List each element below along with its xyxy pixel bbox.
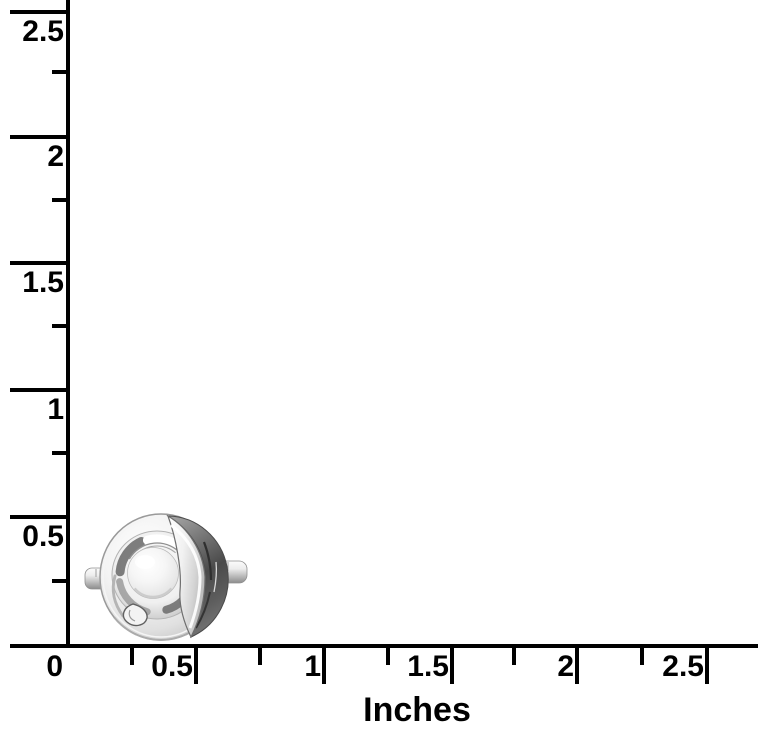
y-tick-label: 2.5 — [22, 15, 64, 48]
recess-reflection — [166, 515, 229, 639]
y-tick-label: 1 — [47, 393, 64, 426]
y-tick-major — [10, 135, 70, 139]
x-tick-major — [575, 644, 579, 684]
highlight-teardrop — [122, 603, 148, 627]
y-tick-major — [10, 261, 70, 265]
y-tick-minor — [52, 198, 70, 202]
axis-unit-label: Inches — [363, 691, 471, 729]
y-tick-label: 2 — [47, 140, 64, 173]
crescent — [166, 514, 206, 639]
x-tick-minor — [386, 644, 390, 665]
y-tick-minor — [52, 70, 70, 74]
x-tick-label: 2.5 — [662, 650, 704, 683]
y-tick-major — [10, 388, 70, 392]
x-tick-label: 1.5 — [407, 650, 449, 683]
x-tick-label: 1 — [304, 650, 321, 683]
y-tick-major — [10, 10, 70, 14]
x-tick-major — [705, 644, 709, 684]
x-tick-minor — [640, 644, 644, 665]
pearl — [127, 547, 179, 599]
y-tick-major — [10, 515, 70, 519]
x-tick-minor — [130, 644, 134, 665]
y-tick-label: 1.5 — [22, 266, 64, 299]
x-tick-major — [194, 644, 198, 684]
y-tick-minor — [52, 579, 70, 583]
x-axis-line — [10, 644, 758, 648]
y-tick-minor — [52, 324, 70, 328]
x-tick-label: 2 — [557, 650, 574, 683]
y-tick-label: 0.5 — [22, 520, 64, 553]
x-tick-label: 0.5 — [151, 650, 193, 683]
y-tick-minor — [52, 451, 70, 455]
x-tick-major — [322, 644, 326, 684]
x-tick-major — [450, 644, 454, 684]
ring-photo — [60, 500, 260, 650]
x-tick-minor — [258, 644, 262, 665]
x-tick-minor — [512, 644, 516, 665]
x-tick-label: 0 — [46, 650, 63, 683]
